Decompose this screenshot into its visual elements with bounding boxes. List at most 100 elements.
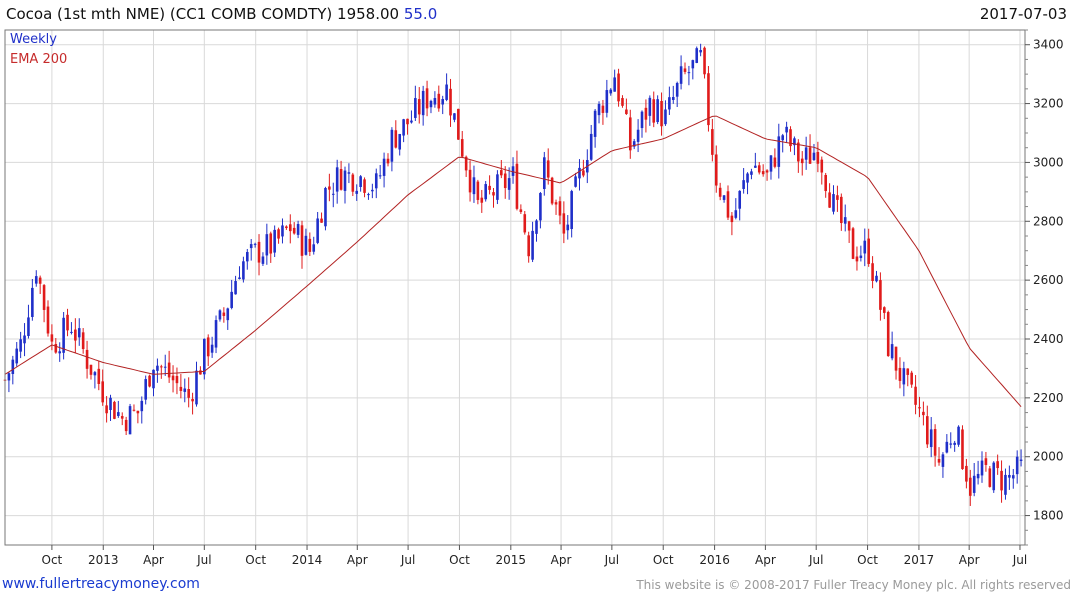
x-axis: Oct 2013 Apr Jul Oct 2014 Apr Jul Oct 2015 Apr Jul O… (42, 545, 1027, 567)
candle-up (210, 336, 214, 358)
candle-down (871, 256, 874, 289)
candle-up (785, 121, 788, 143)
candle-body (597, 103, 601, 116)
candle-body (582, 170, 585, 176)
x-tick-label: Jul (400, 553, 415, 567)
candle-down (933, 424, 937, 467)
candle-down (386, 153, 390, 167)
candle-up (539, 191, 542, 229)
x-tick-label: Apr (551, 553, 572, 567)
candle-body (292, 227, 296, 234)
candle-body (922, 411, 925, 416)
candle-up (374, 168, 378, 199)
candle-body (11, 359, 15, 374)
candle-down (42, 284, 46, 323)
candle-down (101, 369, 105, 406)
footer-site-link[interactable]: www.fullertreacymoney.com (2, 576, 200, 592)
candle-body (312, 244, 316, 252)
candle-down (816, 141, 820, 173)
candle-down (148, 374, 151, 388)
candle-body (261, 256, 265, 264)
candle-body (632, 141, 636, 147)
candle-up (671, 85, 675, 104)
candle-body (277, 229, 280, 239)
candle-body (668, 97, 671, 110)
candle-down (460, 130, 464, 159)
candle-body (128, 406, 132, 435)
candle-down (46, 300, 50, 337)
candle-down (550, 176, 554, 206)
candle-down (523, 210, 527, 235)
candle-up (605, 79, 609, 118)
candle-up (390, 127, 394, 172)
candle-down (285, 225, 288, 230)
candle-body (406, 118, 409, 125)
candle-body (15, 348, 19, 364)
candle-up (273, 225, 276, 258)
candle-down (66, 308, 69, 337)
candle-body (914, 386, 917, 405)
grid (5, 30, 1025, 545)
candle-up (859, 245, 863, 262)
candle-up (593, 108, 597, 148)
candle-body (199, 370, 202, 375)
candle-down (136, 410, 140, 424)
candle-body (335, 167, 339, 192)
candle-body (515, 163, 519, 209)
ema-layer (4, 115, 1022, 408)
candle-up (70, 322, 73, 335)
candle-body (81, 332, 85, 350)
candle-up (347, 163, 351, 184)
candle-body (574, 176, 577, 187)
candle-down (328, 173, 331, 202)
candle-body (308, 238, 312, 252)
candle-body (132, 409, 136, 411)
candle-body (621, 98, 624, 106)
candle-body (124, 419, 128, 432)
candle-down (288, 214, 292, 244)
candle-body (726, 191, 730, 218)
candle-up (203, 338, 206, 380)
candle-body (800, 158, 804, 164)
candle-body (820, 159, 824, 173)
candle-down (730, 212, 734, 236)
candle-body (906, 368, 910, 375)
candle-down (179, 374, 183, 399)
y-tick-label: 2600 (1033, 273, 1064, 287)
candle-up (902, 361, 906, 397)
candle-body (226, 308, 230, 321)
candle-down (105, 396, 108, 423)
candle-body (359, 176, 362, 187)
candle-down (124, 416, 128, 436)
candles (3, 43, 1023, 506)
candle-up (648, 95, 652, 126)
candle-up (402, 118, 405, 143)
candle-body (972, 475, 976, 493)
candle-body (925, 416, 929, 445)
candle-up (543, 151, 546, 196)
candle-down (1000, 460, 1003, 503)
candle-down (726, 185, 730, 220)
candle-down (160, 364, 163, 379)
candle-body (253, 243, 257, 245)
candle-up (472, 165, 476, 203)
candle-body (117, 412, 120, 416)
candle-body (945, 441, 949, 453)
candle-body (961, 429, 964, 470)
candle-up (230, 279, 233, 310)
candle-down (449, 78, 452, 127)
candle-body (7, 373, 11, 381)
candle-up (597, 101, 601, 124)
candle-down (492, 187, 495, 208)
candle-body (320, 218, 323, 223)
candle-body (238, 277, 241, 279)
candle-body (996, 461, 999, 469)
candle-down (515, 150, 519, 211)
candle-down (300, 220, 304, 269)
candle-body (644, 107, 648, 120)
candle-up (507, 167, 511, 200)
candle-body (589, 133, 593, 160)
candle-up (77, 318, 81, 346)
candle-down (855, 246, 859, 271)
candle-body (281, 225, 284, 237)
